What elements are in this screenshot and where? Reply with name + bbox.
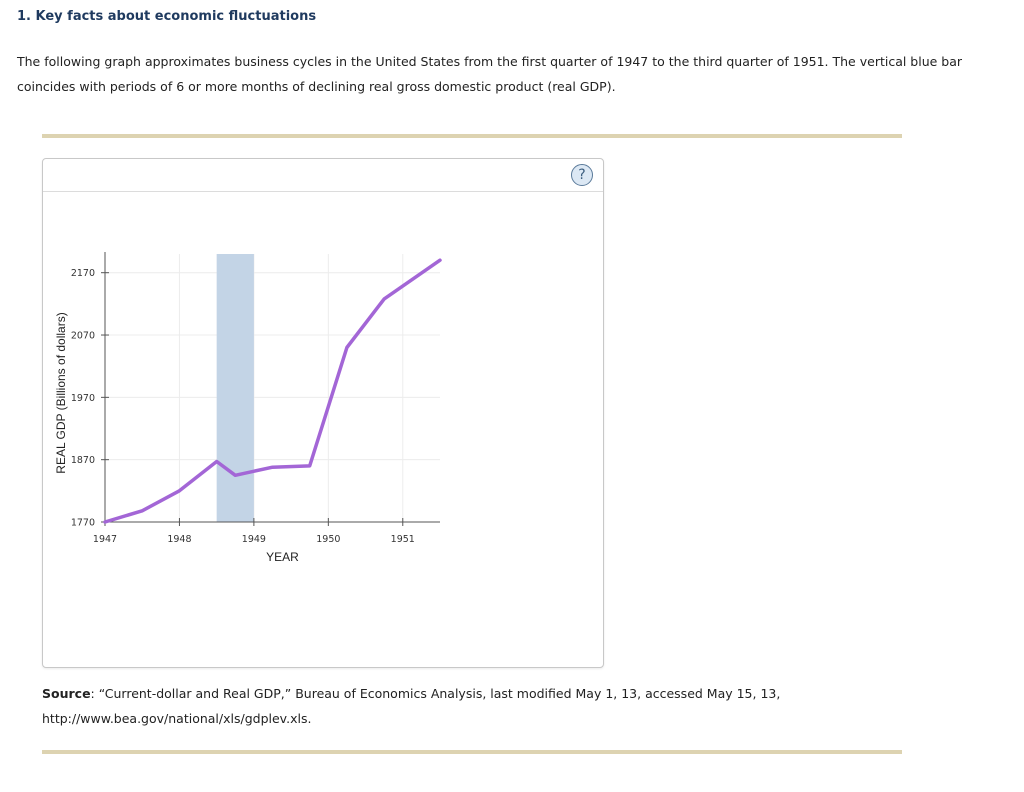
x-tick-label: 1947	[93, 534, 117, 545]
x-tick-label: 1950	[316, 534, 340, 545]
source-label: Source	[42, 686, 91, 701]
graph-toolbar: ?	[43, 159, 603, 192]
y-tick-label: 1870	[71, 455, 95, 466]
x-tick-label: 1949	[242, 534, 266, 545]
recession-bar	[216, 254, 254, 522]
source-note: Source: “Current-dollar and Real GDP,” B…	[42, 681, 942, 731]
source-text: : “Current-dollar and Real GDP,” Bureau …	[42, 686, 781, 726]
help-icon[interactable]: ?	[571, 164, 593, 186]
bottom-divider	[42, 750, 902, 754]
gdp-chart: 1770 1870 1970 2070 2170 1947 1948 1949 1950 1951…	[54, 252, 442, 564]
intro-text: The following graph approximates busines…	[17, 54, 963, 94]
x-tick-label: 1948	[167, 534, 191, 545]
y-tick-label: 2070	[71, 331, 95, 342]
x-axis-title: YEAR	[266, 550, 299, 564]
section-heading: 1. Key facts about economic fluctuations	[17, 9, 317, 24]
y-tick-label: 1770	[71, 518, 95, 529]
y-tick-label: 1970	[71, 393, 95, 404]
graph-panel: ? 1770 1870 1970 2070 2170 1947 1948 1949 1950 19…	[42, 158, 604, 668]
y-tick-label: 2170	[71, 268, 95, 279]
top-divider	[42, 134, 902, 138]
x-tick-label: 1951	[391, 534, 415, 545]
y-axis-title: REAL GDP (Billions of dollars)	[54, 312, 68, 473]
gdp-series-line	[103, 258, 442, 524]
